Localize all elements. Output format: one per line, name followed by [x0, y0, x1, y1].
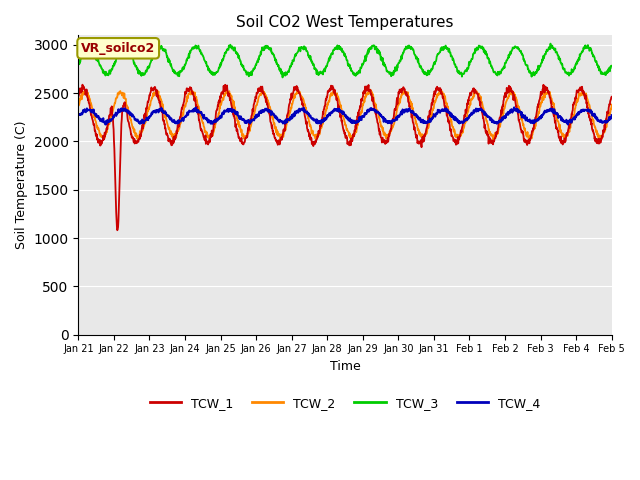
TCW_4 [180, 115, 188, 120]
TCW_1 [194, 110, 202, 116]
Line: TCW_2: TCW_2 [79, 90, 612, 140]
TCW_1 [113, 228, 121, 233]
TCW_4 [428, 117, 436, 122]
TCW_2 [276, 137, 284, 143]
TCW_3 [428, 67, 436, 72]
TCW_2 [498, 116, 506, 121]
TCW_2 [608, 102, 616, 108]
Y-axis label: Soil Temperature (C): Soil Temperature (C) [15, 120, 28, 249]
Title: Soil CO2 West Temperatures: Soil CO2 West Temperatures [236, 15, 454, 30]
TCW_2 [428, 107, 436, 113]
Line: TCW_3: TCW_3 [79, 44, 612, 77]
TCW_4 [193, 109, 201, 115]
TCW_2 [193, 97, 201, 103]
Line: TCW_1: TCW_1 [79, 84, 612, 230]
TCW_4 [545, 108, 553, 114]
X-axis label: Time: Time [330, 360, 360, 373]
TCW_4 [253, 114, 261, 120]
TCW_4 [510, 105, 518, 110]
Text: VR_soilco2: VR_soilco2 [81, 42, 156, 55]
TCW_1 [253, 90, 261, 96]
TCW_3 [547, 41, 554, 47]
Legend: TCW_1, TCW_2, TCW_3, TCW_4: TCW_1, TCW_2, TCW_3, TCW_4 [145, 392, 545, 415]
TCW_1 [75, 94, 83, 99]
TCW_2 [545, 91, 553, 97]
TCW_1 [498, 104, 506, 110]
TCW_4 [102, 121, 109, 127]
TCW_3 [545, 45, 552, 51]
TCW_1 [608, 94, 616, 100]
Line: TCW_4: TCW_4 [79, 108, 612, 124]
TCW_1 [428, 102, 436, 108]
TCW_2 [253, 102, 260, 108]
TCW_4 [498, 118, 506, 123]
TCW_3 [253, 60, 260, 66]
TCW_3 [608, 63, 616, 69]
TCW_3 [75, 61, 83, 67]
TCW_1 [545, 90, 553, 96]
TCW_3 [193, 45, 201, 51]
TCW_4 [608, 112, 616, 118]
TCW_3 [180, 65, 188, 71]
TCW_1 [181, 94, 189, 100]
TCW_2 [75, 103, 83, 108]
TCW_2 [180, 106, 188, 112]
TCW_2 [367, 87, 374, 93]
TCW_3 [498, 67, 506, 73]
TCW_4 [75, 111, 83, 117]
TCW_1 [79, 82, 86, 87]
TCW_3 [279, 74, 287, 80]
